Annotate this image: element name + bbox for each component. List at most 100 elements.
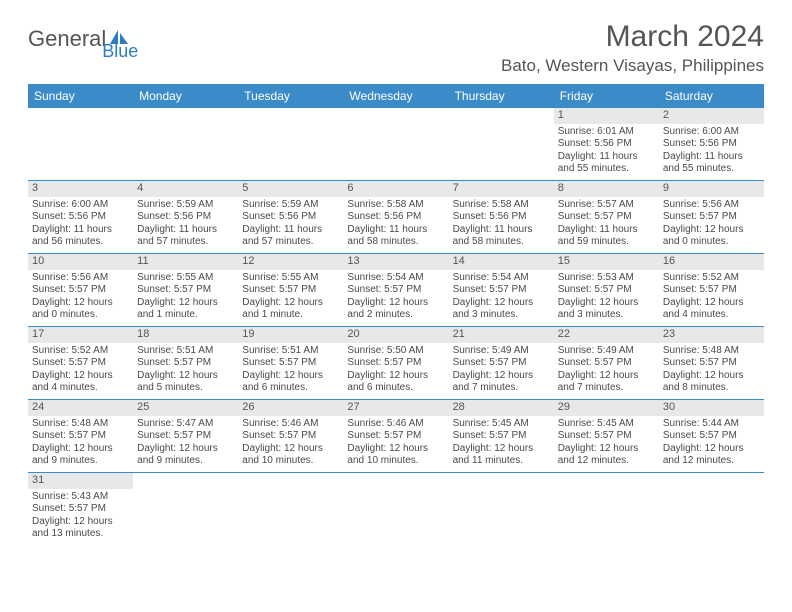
day-info-line: and 0 minutes. <box>663 236 760 249</box>
day-header-cell: Tuesday <box>238 84 343 108</box>
day-info-line: Daylight: 12 hours <box>558 443 655 456</box>
day-info-line: Daylight: 12 hours <box>558 370 655 383</box>
day-info-line: Sunset: 5:57 PM <box>137 430 234 443</box>
day-info: Sunrise: 5:47 AMSunset: 5:57 PMDaylight:… <box>137 418 234 468</box>
day-info-line: Sunrise: 5:53 AM <box>558 272 655 285</box>
day-info-line: Daylight: 12 hours <box>242 297 339 310</box>
empty-cell <box>238 108 343 180</box>
day-info: Sunrise: 5:56 AMSunset: 5:57 PMDaylight:… <box>663 199 760 249</box>
day-number: 2 <box>659 108 764 124</box>
day-info-line: Sunrise: 5:52 AM <box>32 345 129 358</box>
day-info-line: Sunset: 5:57 PM <box>32 430 129 443</box>
day-cell: 7Sunrise: 5:58 AMSunset: 5:56 PMDaylight… <box>449 181 554 253</box>
day-info: Sunrise: 5:49 AMSunset: 5:57 PMDaylight:… <box>453 345 550 395</box>
day-info-line: Daylight: 11 hours <box>32 224 129 237</box>
day-info-line: and 9 minutes. <box>137 455 234 468</box>
day-info-line: Sunset: 5:57 PM <box>347 430 444 443</box>
day-cell: 11 Sunrise: 5:55 AMSunset: 5:57 PMDayligh… <box>133 254 238 326</box>
day-info: Sunrise: 5:54 AMSunset: 5:57 PMDaylight:… <box>453 272 550 322</box>
logo-text-blue: Blue <box>102 41 138 62</box>
day-info: Sunrise: 5:48 AMSunset: 5:57 PMDaylight:… <box>663 345 760 395</box>
day-cell: 27Sunrise: 5:46 AMSunset: 5:57 PMDayligh… <box>343 400 448 472</box>
day-info-line: Sunset: 5:57 PM <box>242 284 339 297</box>
day-info-line: Sunset: 5:57 PM <box>558 430 655 443</box>
day-number: 1 <box>554 108 659 124</box>
day-info: Sunrise: 5:46 AMSunset: 5:57 PMDaylight:… <box>347 418 444 468</box>
day-number: 23 <box>659 327 764 343</box>
day-cell: 31Sunrise: 5:43 AMSunset: 5:57 PMDayligh… <box>28 473 133 545</box>
day-number: 15 <box>554 254 659 270</box>
empty-cell <box>659 473 764 545</box>
weeks-container: 1Sunrise: 6:01 AMSunset: 5:56 PMDaylight… <box>28 108 764 545</box>
day-info-line: Daylight: 11 hours <box>663 151 760 164</box>
day-cell: 20Sunrise: 5:50 AMSunset: 5:57 PMDayligh… <box>343 327 448 399</box>
day-cell: 14 Sunrise: 5:54 AMSunset: 5:57 PMDayligh… <box>449 254 554 326</box>
day-info-line: and 10 minutes. <box>242 455 339 468</box>
day-number: 31 <box>28 473 133 489</box>
day-info-line: Sunset: 5:56 PM <box>347 211 444 224</box>
day-number: 12 <box>238 254 343 270</box>
day-number: 10 <box>28 254 133 270</box>
week-row: 1Sunrise: 6:01 AMSunset: 5:56 PMDaylight… <box>28 108 764 181</box>
week-row: 24Sunrise: 5:48 AMSunset: 5:57 PMDayligh… <box>28 400 764 473</box>
day-info-line: Sunset: 5:57 PM <box>32 357 129 370</box>
week-row: 3Sunrise: 6:00 AMSunset: 5:56 PMDaylight… <box>28 181 764 254</box>
day-cell: 29 Sunrise: 5:45 AMSunset: 5:57 PMDayligh… <box>554 400 659 472</box>
day-cell: 24Sunrise: 5:48 AMSunset: 5:57 PMDayligh… <box>28 400 133 472</box>
day-cell: 26Sunrise: 5:46 AMSunset: 5:57 PMDayligh… <box>238 400 343 472</box>
day-header-cell: Saturday <box>659 84 764 108</box>
day-info: Sunrise: 5:57 AMSunset: 5:57 PMDaylight:… <box>558 199 655 249</box>
day-number: 24 <box>28 400 133 416</box>
day-info-line: and 7 minutes. <box>453 382 550 395</box>
day-cell: 22Sunrise: 5:49 AMSunset: 5:57 PMDayligh… <box>554 327 659 399</box>
day-number: 11 <box>133 254 238 270</box>
day-number: 22 <box>554 327 659 343</box>
day-info-line: and 4 minutes. <box>663 309 760 322</box>
day-cell: 16Sunrise: 5:52 AMSunset: 5:57 PMDayligh… <box>659 254 764 326</box>
day-info-line: Sunrise: 5:59 AM <box>242 199 339 212</box>
day-info: Sunrise: 5:52 AMSunset: 5:57 PMDaylight:… <box>32 345 129 395</box>
day-cell: 19Sunrise: 5:51 AMSunset: 5:57 PMDayligh… <box>238 327 343 399</box>
day-cell: 1Sunrise: 6:01 AMSunset: 5:56 PMDaylight… <box>554 108 659 180</box>
day-info-line: Sunset: 5:57 PM <box>453 430 550 443</box>
day-info-line: Sunrise: 6:00 AM <box>32 199 129 212</box>
location-text: Bato, Western Visayas, Philippines <box>501 56 764 76</box>
day-number: 14 <box>449 254 554 270</box>
day-number: 25 <box>133 400 238 416</box>
logo-text-general: General <box>28 26 106 52</box>
day-info: Sunrise: 5:54 AMSunset: 5:57 PMDaylight:… <box>347 272 444 322</box>
day-info-line: Daylight: 12 hours <box>663 443 760 456</box>
day-info-line: Sunrise: 5:45 AM <box>558 418 655 431</box>
day-info-line: Sunset: 5:57 PM <box>663 211 760 224</box>
day-info-line: Sunrise: 5:44 AM <box>663 418 760 431</box>
empty-cell <box>133 108 238 180</box>
day-info-line: Sunrise: 5:59 AM <box>137 199 234 212</box>
calendar: SundayMondayTuesdayWednesdayThursdayFrid… <box>28 84 764 545</box>
day-info-line: Daylight: 12 hours <box>32 297 129 310</box>
day-cell: 10Sunrise: 5:56 AMSunset: 5:57 PMDayligh… <box>28 254 133 326</box>
day-info-line: Sunrise: 5:52 AM <box>663 272 760 285</box>
day-cell: 5Sunrise: 5:59 AMSunset: 5:56 PMDaylight… <box>238 181 343 253</box>
day-info: Sunrise: 5:55 AMSunset: 5:57 PMDaylight:… <box>137 272 234 322</box>
empty-cell <box>133 473 238 545</box>
day-number: 26 <box>238 400 343 416</box>
day-info-line: Daylight: 11 hours <box>347 224 444 237</box>
day-cell: 9Sunrise: 5:56 AMSunset: 5:57 PMDaylight… <box>659 181 764 253</box>
day-header-cell: Monday <box>133 84 238 108</box>
day-header-cell: Friday <box>554 84 659 108</box>
day-info-line: and 6 minutes. <box>347 382 444 395</box>
day-info-line: Daylight: 12 hours <box>137 297 234 310</box>
empty-cell <box>554 473 659 545</box>
day-number: 4 <box>133 181 238 197</box>
day-info-line: and 58 minutes. <box>453 236 550 249</box>
day-info-line: Daylight: 12 hours <box>32 443 129 456</box>
day-info-line: Daylight: 11 hours <box>242 224 339 237</box>
week-row: 17Sunrise: 5:52 AMSunset: 5:57 PMDayligh… <box>28 327 764 400</box>
day-number: 29 <box>554 400 659 416</box>
day-cell: 4Sunrise: 5:59 AMSunset: 5:56 PMDaylight… <box>133 181 238 253</box>
day-info-line: and 55 minutes. <box>558 163 655 176</box>
day-info-line: and 1 minute. <box>137 309 234 322</box>
day-info-line: Sunset: 5:57 PM <box>137 284 234 297</box>
day-info-line: Daylight: 12 hours <box>558 297 655 310</box>
day-info-line: Daylight: 12 hours <box>347 443 444 456</box>
